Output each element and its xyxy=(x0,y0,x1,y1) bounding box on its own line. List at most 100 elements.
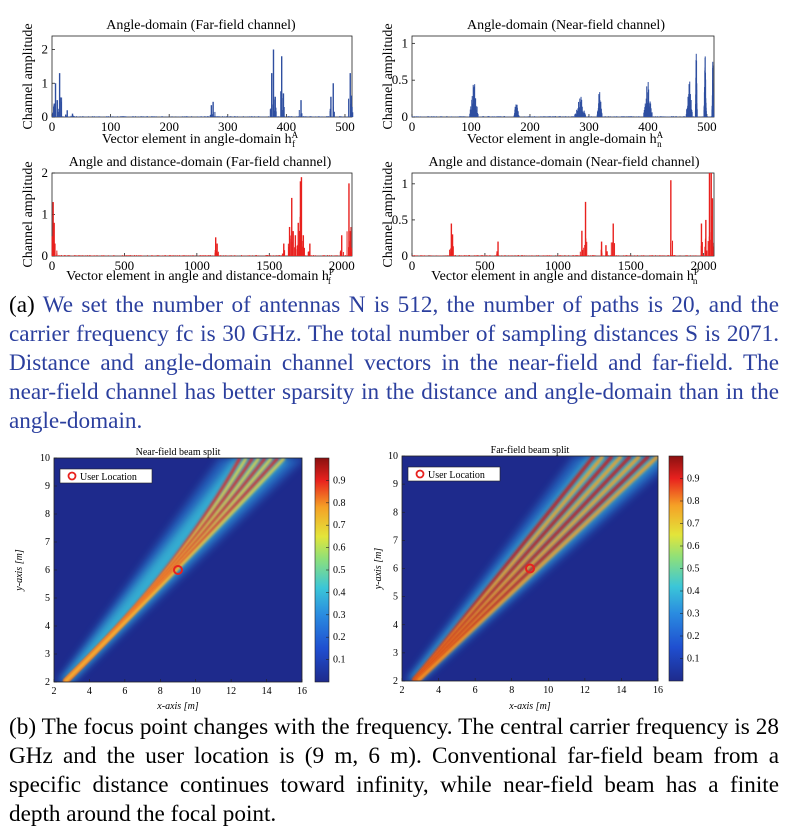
colorbar-tick-label: 0.7 xyxy=(687,519,700,530)
y-tick-label: 0 xyxy=(42,109,49,124)
bar-panel-1: Angle-domain (Far-field channel) Channel … xyxy=(21,18,355,149)
caption-a-text: We set the number of antennas N is 512, … xyxy=(9,292,779,434)
x-tick-label: 200 xyxy=(520,119,540,134)
bar-panel-4: Angle and distance-domain (Near-field ch… xyxy=(381,155,717,286)
x-tick-label: 500 xyxy=(697,119,717,134)
x-tick-label: 16 xyxy=(297,686,307,697)
x-tick-label: 1000 xyxy=(545,258,571,273)
y-axis-label: y-axis [m] xyxy=(373,548,384,590)
colorbar-tick-label: 0.2 xyxy=(687,631,700,642)
colorbar-tick-label: 0.1 xyxy=(687,654,700,665)
y-tick-label: 1 xyxy=(42,207,49,222)
x-tick-label: 100 xyxy=(461,119,481,134)
y-tick-label: 9 xyxy=(45,481,50,492)
x-tick-label: 2000 xyxy=(329,258,355,273)
bar-panels: Angle-domain (Far-field channel) Channel … xyxy=(21,18,717,286)
heatmap-panel-1: User Location Near-field beam split 2 4 6 8 10… xyxy=(14,447,346,712)
legend-label: User Location xyxy=(428,470,485,481)
y-tick-label: 2 xyxy=(42,42,49,57)
y-tick-label: 7 xyxy=(393,535,398,546)
beam-group xyxy=(56,458,302,682)
y-axis-label: Channel amplitude xyxy=(21,161,36,267)
bar-panel-3: Angle and distance-domain (Far-field cha… xyxy=(21,155,355,286)
x-tick-label: 8 xyxy=(158,686,163,697)
legend-marker xyxy=(67,471,77,481)
plot-frame xyxy=(411,35,715,118)
x-tick-label: 100 xyxy=(101,119,121,134)
panel-title: Angle and distance-domain (Far-field cha… xyxy=(69,155,332,170)
y-tick-label: 1 xyxy=(402,176,409,191)
y-tick-label: 8 xyxy=(393,507,398,518)
y-tick-label: 10 xyxy=(40,453,50,464)
x-tick-label: 2000 xyxy=(691,258,717,273)
x-tick-label: 500 xyxy=(115,258,135,273)
x-tick-label: 1000 xyxy=(184,258,210,273)
y-axis-label: Channel amplitude xyxy=(381,161,396,267)
y-axis-label: y-axis [m] xyxy=(14,549,25,591)
x-axis-label: Vector element in angle-domain hA n xyxy=(467,130,664,149)
x-tick-label: 500 xyxy=(475,258,495,273)
x-tick-label: 0 xyxy=(409,119,416,134)
panel-title: Near-field beam split xyxy=(136,447,221,458)
colorbar-tick-label: 0.4 xyxy=(333,587,346,598)
y-tick-label: 9 xyxy=(393,479,398,490)
heatmap-panels: User Location Near-field beam split 2 4 6 8 10… xyxy=(14,445,700,712)
x-axis-label: x-axis [m] xyxy=(156,701,198,712)
x-tick-label: 6 xyxy=(473,685,478,696)
x-tick-label: 0 xyxy=(49,119,56,134)
x-tick-label: 2 xyxy=(400,685,405,696)
x-tick-label: 300 xyxy=(218,119,238,134)
legend-marker xyxy=(415,469,425,479)
colorbar-tick-label: 0.2 xyxy=(333,632,346,643)
legend-box xyxy=(59,468,153,484)
panel-title: Angle-domain (Far-field channel) xyxy=(106,18,296,33)
colorbar-tick-label: 0.7 xyxy=(333,520,346,531)
y-tick-label: 3 xyxy=(45,649,50,660)
x-tick-label: 10 xyxy=(543,685,553,696)
y-tick-label: 2 xyxy=(393,676,398,687)
x-tick-label: 14 xyxy=(616,685,626,696)
x-tick-label: 14 xyxy=(262,686,272,697)
y-tick-label: 6 xyxy=(393,564,398,575)
colorbar-tick-label: 0.4 xyxy=(687,586,700,597)
x-tick-label: 12 xyxy=(226,686,236,697)
x-tick-label: 300 xyxy=(579,119,599,134)
x-tick-label: 0 xyxy=(409,258,416,273)
user-location-marker xyxy=(525,563,535,574)
heatmap-panel-2: User Location Far-field beam split 2 4 6 8 10 1… xyxy=(373,445,700,712)
x-tick-label: 10 xyxy=(191,686,201,697)
y-tick-label: 5 xyxy=(393,592,398,603)
caption-a-label: (a) xyxy=(9,292,35,318)
colorbar-tick-label: 0.8 xyxy=(687,496,700,507)
caption-b-label: (b) xyxy=(9,714,37,740)
panel-title: Far-field beam split xyxy=(491,445,570,456)
panel-title: Angle and distance-domain (Near-field ch… xyxy=(428,155,699,170)
y-tick-label: 6 xyxy=(45,565,50,576)
colorbar-tick-label: 0.8 xyxy=(333,498,346,509)
legend-box xyxy=(407,466,501,482)
plot-frame xyxy=(51,35,353,118)
y-tick-label: 4 xyxy=(45,621,50,632)
plot-frame xyxy=(411,172,715,257)
x-tick-label: 8 xyxy=(509,685,514,696)
legend-label: User Location xyxy=(80,472,137,483)
y-tick-label: 3 xyxy=(393,648,398,659)
x-axis-label: x-axis [m] xyxy=(508,701,550,712)
plot-frame xyxy=(51,172,353,257)
x-tick-label: 200 xyxy=(159,119,179,134)
beam-stripe xyxy=(416,456,658,681)
y-tick-label: 10 xyxy=(388,451,398,462)
y-tick-label: 8 xyxy=(45,509,50,520)
colorbar-tick-label: 0.5 xyxy=(333,565,346,576)
beam-stripe xyxy=(63,458,286,682)
y-tick-label: 0 xyxy=(42,248,49,263)
x-tick-label: 1500 xyxy=(256,258,282,273)
x-tick-label: 4 xyxy=(87,686,92,697)
y-tick-label: 2 xyxy=(42,165,49,180)
x-tick-label: 1500 xyxy=(618,258,644,273)
x-tick-label: 6 xyxy=(122,686,127,697)
x-tick-label: 400 xyxy=(277,119,297,134)
y-tick-label: 0.5 xyxy=(392,212,408,227)
caption-b: (b) The focus point changes with the fre… xyxy=(9,713,779,829)
colorbar-tick-label: 0.9 xyxy=(687,474,700,485)
